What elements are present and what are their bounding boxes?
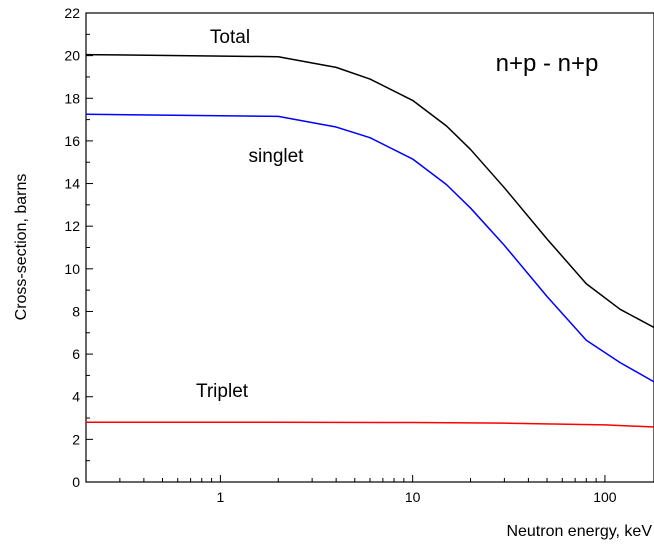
x-tick-label: 1 xyxy=(216,489,224,505)
y-tick-label: 12 xyxy=(64,218,80,234)
total-label: Total xyxy=(210,27,250,48)
y-tick-label: 10 xyxy=(64,261,80,277)
y-tick-label: 6 xyxy=(72,346,80,362)
y-tick-label: 2 xyxy=(72,431,80,447)
plot-area xyxy=(85,12,654,483)
y-tick-label: 0 xyxy=(72,474,80,490)
x-axis-title: Neutron energy, keV xyxy=(506,523,652,540)
singlet-label: singlet xyxy=(249,146,305,167)
y-tick-label: 16 xyxy=(64,133,80,149)
y-axis-title: Cross-section, barns xyxy=(13,174,30,321)
axis-ticks xyxy=(85,12,606,483)
y-tick-label: 4 xyxy=(72,389,80,405)
series-line-triplet xyxy=(86,421,654,428)
tick-labels: 0 2 4 6 8 10 12 14 16 18 20 22 1 10 100 xyxy=(64,5,616,505)
chart-title: n+p - n+p xyxy=(496,50,599,77)
series-line-singlet xyxy=(85,113,654,383)
series-lines xyxy=(85,53,654,428)
triplet-label: Triplet xyxy=(196,381,249,402)
y-tick-label: 14 xyxy=(64,176,80,192)
series-line-total xyxy=(85,53,654,329)
y-tick-label: 20 xyxy=(64,48,80,64)
x-tick-label: 10 xyxy=(405,489,421,505)
y-tick-label: 18 xyxy=(64,90,80,106)
y-tick-label: 8 xyxy=(72,303,80,319)
x-tick-label: 100 xyxy=(593,489,617,505)
y-tick-label: 22 xyxy=(64,5,80,21)
